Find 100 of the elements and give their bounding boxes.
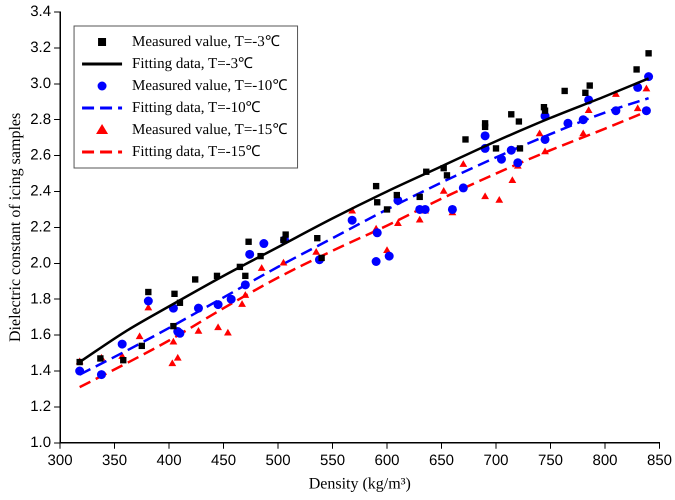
point	[226, 294, 236, 304]
y-tick-label: 1.2	[30, 398, 52, 416]
point	[496, 154, 506, 164]
point	[314, 234, 320, 242]
point	[611, 106, 620, 116]
point	[245, 238, 252, 245]
point	[416, 194, 423, 200]
x-tick-label: 600	[374, 452, 400, 469]
point	[96, 370, 106, 380]
point	[506, 146, 516, 155]
y-tick-label: 2.0	[30, 254, 52, 272]
point	[75, 366, 84, 376]
point	[584, 106, 593, 113]
point	[170, 322, 177, 330]
point	[245, 250, 254, 259]
legend-label: Fitting data, T=-15℃	[132, 144, 261, 160]
point	[633, 66, 640, 73]
point	[579, 130, 588, 136]
point	[236, 264, 244, 270]
point	[578, 115, 588, 124]
legend-label: Measured value, T=-15℃	[132, 122, 288, 138]
point	[174, 354, 182, 361]
point	[394, 219, 402, 226]
point	[495, 196, 504, 203]
point	[444, 172, 450, 179]
point	[192, 276, 198, 283]
point	[459, 160, 468, 167]
point	[482, 124, 488, 130]
legend-label: Fitting data, T=-3℃	[132, 56, 254, 72]
point	[384, 252, 394, 261]
point	[540, 134, 550, 144]
point	[586, 82, 593, 89]
point	[238, 300, 246, 307]
point	[214, 300, 223, 310]
point	[118, 340, 127, 349]
point	[120, 357, 126, 364]
point	[448, 204, 457, 214]
point	[282, 231, 289, 238]
y-tick-label: 2.4	[30, 182, 52, 200]
point	[394, 192, 400, 198]
point	[642, 84, 650, 92]
y-tick-label: 3.0	[30, 74, 52, 92]
point	[224, 328, 232, 336]
point	[136, 332, 144, 340]
point	[194, 304, 203, 313]
y-axis-title: Dielectric constant of icing samples	[6, 112, 24, 342]
point	[240, 280, 250, 290]
y-tick-label: 2.6	[30, 146, 52, 164]
y-tick-label: 2.8	[30, 110, 52, 128]
point	[241, 291, 250, 298]
point	[257, 252, 264, 260]
point	[440, 164, 447, 172]
point	[582, 90, 589, 96]
point	[516, 145, 524, 152]
point	[416, 216, 424, 222]
point	[372, 257, 381, 266]
point	[561, 88, 568, 94]
point	[171, 290, 178, 297]
point	[563, 118, 572, 128]
point	[312, 248, 320, 255]
point	[508, 111, 514, 118]
point	[372, 182, 380, 190]
y-tick-label: 1.8	[30, 290, 52, 308]
legend-label: Measured value, T=-3℃	[132, 34, 280, 50]
point	[145, 288, 152, 296]
point	[259, 239, 268, 248]
y-tick-label: 3.4	[30, 3, 52, 20]
point	[440, 187, 448, 194]
x-tick-label: 800	[592, 452, 618, 469]
point	[372, 228, 382, 238]
point	[144, 296, 153, 306]
x-axis-title: Density (kg/m³)	[308, 476, 411, 493]
x-tick-label: 550	[320, 452, 346, 469]
x-tick-label: 850	[646, 452, 672, 469]
point	[458, 183, 468, 192]
point	[536, 130, 544, 136]
point	[194, 327, 202, 334]
y-tick-label: 1.4	[30, 362, 52, 380]
point	[492, 145, 500, 152]
x-tick-label: 450	[211, 452, 236, 469]
point	[258, 264, 266, 271]
point	[170, 338, 178, 345]
x-tick-label: 500	[266, 452, 291, 469]
point	[374, 199, 380, 206]
point	[168, 359, 176, 366]
x-tick-label: 300	[48, 452, 73, 469]
point	[516, 118, 522, 125]
legend-label: Fitting data, T=-10℃	[132, 100, 261, 116]
point	[423, 168, 430, 175]
point	[280, 258, 288, 266]
y-tick-label: 3.2	[30, 39, 52, 56]
point	[242, 272, 249, 280]
point	[214, 272, 220, 280]
point	[348, 216, 357, 225]
x-tick-label: 700	[483, 452, 509, 469]
point	[642, 106, 651, 116]
y-tick-label: 1.6	[30, 326, 52, 344]
x-tick-label: 650	[428, 452, 454, 469]
point	[542, 108, 548, 114]
x-tick-label: 400	[156, 452, 182, 469]
